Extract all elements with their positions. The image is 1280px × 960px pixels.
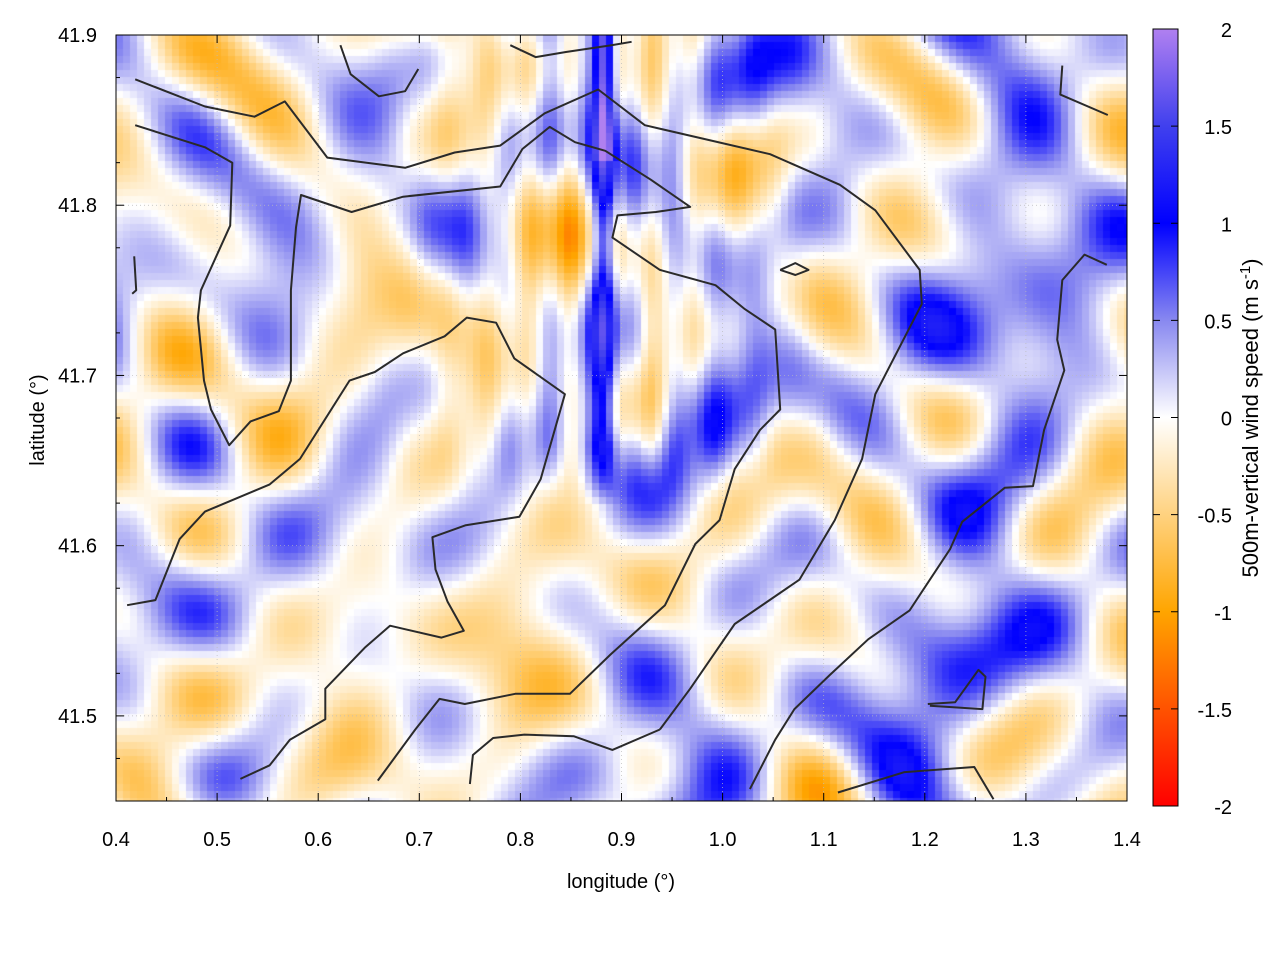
contour-line	[837, 766, 995, 800]
y-axis-label: latitude (°)	[27, 374, 49, 465]
x-tick-label: 1.2	[911, 829, 939, 851]
colorbar-tick-label: 0.5	[1204, 311, 1232, 333]
x-tick-label: 0.4	[102, 829, 130, 851]
x-tick-label: 0.9	[608, 829, 636, 851]
contour-line	[126, 316, 566, 780]
colorbar-tick-label: -1.5	[1198, 700, 1232, 722]
heatmap-field	[116, 35, 1127, 801]
contour-line	[1059, 65, 1109, 116]
contour-line	[509, 40, 632, 59]
colorbar-tick-label: -2	[1214, 797, 1232, 819]
colorbar-tick-label: 1.5	[1204, 117, 1232, 139]
contour-line	[468, 728, 661, 785]
contour-line	[131, 256, 138, 295]
x-tick-label: 0.6	[304, 829, 332, 851]
colorbar-tick-label: -0.5	[1198, 506, 1232, 528]
colorbar-label-end: )	[1238, 258, 1263, 265]
y-axis: 41.5 41.6 41.7 41.8 41.9	[58, 25, 1127, 759]
colorbar-tick-label: 0	[1221, 409, 1232, 431]
x-axis-label: longitude (°)	[567, 871, 675, 893]
contour-line	[927, 668, 987, 711]
y-tick-label: 41.7	[58, 365, 97, 387]
x-axis: 0.4 0.5 0.6 0.7 0.8 0.9 1.0 1.1 1.2 1.3 1.4	[102, 35, 1141, 851]
x-tick-label: 1.1	[810, 829, 838, 851]
contour-line	[134, 124, 782, 782]
colorbar-tick-label: -1	[1214, 603, 1232, 625]
x-tick-label: 1.0	[709, 829, 737, 851]
x-tick-label: 0.8	[506, 829, 534, 851]
contour-line	[749, 253, 1108, 790]
x-tick-label: 0.7	[405, 829, 433, 851]
contour-lines	[126, 40, 1109, 800]
colorbar-label-text: 500m-vertical wind speed (m s	[1238, 279, 1263, 577]
y-tick-label: 41.6	[58, 536, 97, 558]
y-tick-label: 41.5	[58, 706, 97, 728]
x-tick-label: 1.4	[1113, 829, 1141, 851]
y-tick-label: 41.8	[58, 195, 97, 217]
contour-line	[134, 78, 923, 731]
contour-line	[779, 262, 810, 276]
colorbar-tick-label: 2	[1221, 20, 1232, 42]
x-tick-label: 1.3	[1012, 829, 1040, 851]
colorbar-tick-label: 1	[1221, 214, 1232, 236]
x-tick-label: 0.5	[203, 829, 231, 851]
y-tick-label: 41.9	[58, 25, 97, 47]
heatmap-canvas	[116, 35, 1127, 801]
colorbar-ticks: 2 1.5 1 0.5 0 -0.5 -1 -1.5 -2	[1153, 20, 1232, 819]
contour-line	[339, 44, 420, 98]
colorbar-label-exponent: -1	[1237, 266, 1254, 279]
colorbar-label: 500m-vertical wind speed (m s-1)	[1237, 258, 1263, 577]
